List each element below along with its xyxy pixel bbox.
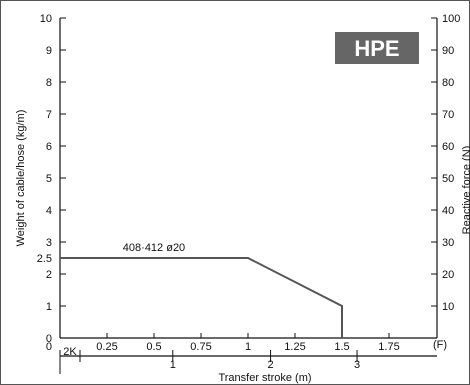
- y-tick-label: 5: [46, 173, 52, 185]
- badge-background: [335, 32, 419, 64]
- y-tick-label: 2.5: [37, 253, 52, 265]
- x-tick-label: 1.5: [334, 341, 349, 353]
- x-tick-label: 0.25: [96, 341, 117, 353]
- y-tick-label: 8: [46, 77, 52, 89]
- hpe-logo-badge: HPE: [335, 32, 419, 64]
- y-ticks: 0 1 2 2.5 3 4 5 6 7 8 9 10: [37, 13, 66, 345]
- y-tick-label: 4: [46, 205, 52, 217]
- x-tick-label: 1.75: [378, 341, 399, 353]
- y-right-tick-label: 60: [442, 141, 454, 153]
- x-tick-label: 0.5: [146, 341, 161, 353]
- series-line: [60, 257, 343, 338]
- y-tick-label: 6: [46, 141, 52, 153]
- y-right-tick-label: 40: [442, 205, 454, 217]
- badge-text: HPE: [354, 36, 399, 61]
- secondary-axis-2k-label: 2K: [63, 346, 77, 358]
- x-tick-label: 1: [245, 341, 251, 353]
- secondary-axis: 2K 1 2 3: [59, 346, 437, 374]
- y-axis-title: Weight of cable/hose (kg/m): [15, 110, 27, 247]
- y-tick-label: 1: [46, 301, 52, 313]
- secondary-tick-label: 3: [354, 359, 360, 371]
- y-right-tick-label: 70: [442, 109, 454, 121]
- secondary-tick-label: 1: [170, 359, 176, 371]
- y-right-ticks: 10 20 30 40 50 60 70 80 90 100: [431, 13, 460, 313]
- y-axis-right-title: Reactive force (N): [461, 146, 470, 235]
- y-tick-label: 9: [46, 45, 52, 57]
- y-tick-label: 3: [46, 237, 52, 249]
- y-right-tick-label: 80: [442, 77, 454, 89]
- y-tick-label: 2: [46, 269, 52, 281]
- axes: [59, 18, 438, 339]
- y-right-tick-label: 20: [442, 269, 454, 281]
- y-right-tick-label: 10: [442, 301, 454, 313]
- x-tick-label: 1.25: [284, 341, 305, 353]
- series-label: 408·412 ø20: [123, 242, 185, 254]
- y-right-tick-label: 30: [442, 237, 454, 249]
- y-tick-label: 0: [46, 333, 52, 345]
- x-axis-title: Transfer stroke (m): [218, 372, 311, 384]
- x-ticks: 0 0.25 0.5 0.75 1 1.25 1.5 1.75: [46, 333, 400, 353]
- y-right-tick-label: 90: [442, 45, 454, 57]
- y-tick-label: 7: [46, 109, 52, 121]
- secondary-tick-label: 2: [267, 359, 273, 371]
- x-unit-marker: (F): [433, 339, 447, 351]
- x-tick-label: 0.75: [190, 341, 211, 353]
- y-tick-label: 10: [40, 13, 52, 25]
- x-tick-label: 0: [46, 341, 52, 353]
- series-layer: 408·412 ø20: [60, 242, 343, 338]
- y-right-tick-label: 50: [442, 173, 454, 185]
- y-right-tick-label: 100: [442, 13, 460, 25]
